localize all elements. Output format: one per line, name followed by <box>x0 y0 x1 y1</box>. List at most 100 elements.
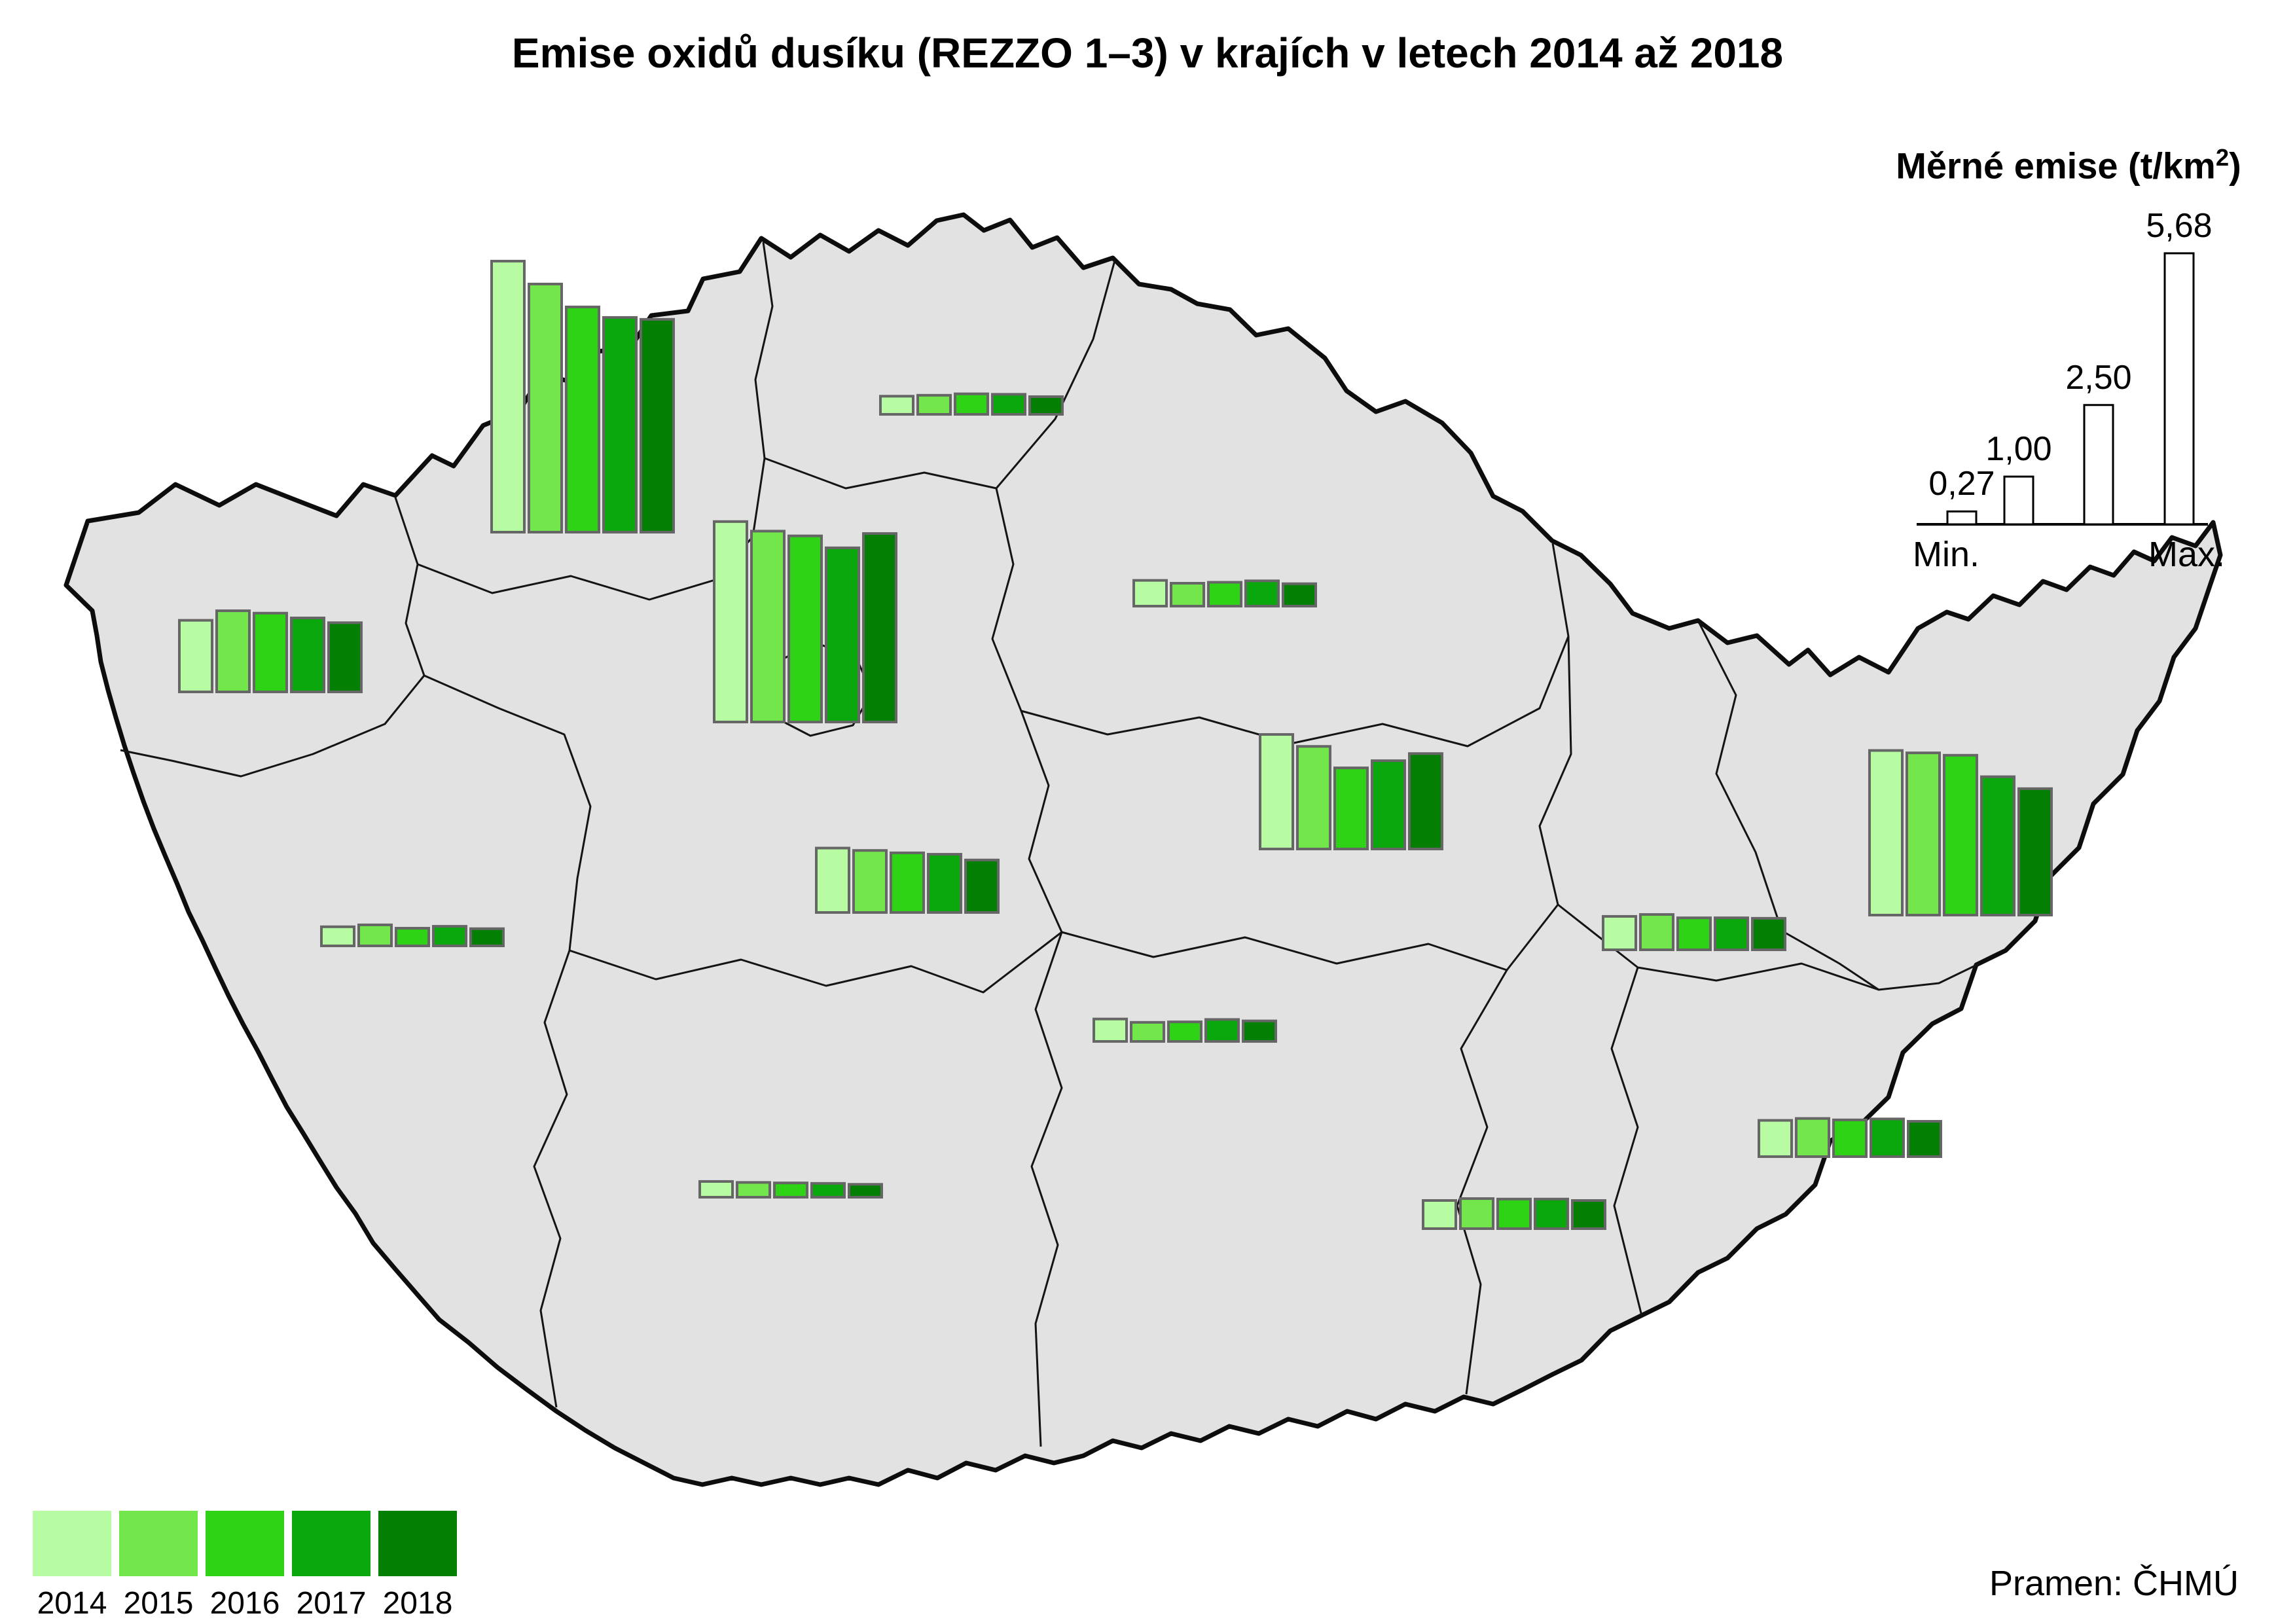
emission-bar-2017 <box>432 925 467 947</box>
emission-bar-2017 <box>825 546 860 723</box>
scale-legend-title: Měrné emise (t/km2) <box>1885 144 2252 187</box>
emission-bar-2014 <box>1259 733 1294 851</box>
year-label: 2017 <box>296 1586 367 1621</box>
emission-bar-2017 <box>1244 579 1280 607</box>
emission-bar-2017 <box>290 617 325 694</box>
region-border <box>120 497 425 778</box>
emission-bar-2017 <box>1870 1117 1905 1159</box>
region-border <box>1610 967 1643 1316</box>
emission-bar-2018 <box>1282 582 1317 607</box>
emission-bar-2017 <box>1371 759 1406 851</box>
emission-bar-2015 <box>1296 745 1331 851</box>
emission-bar-2015 <box>1459 1197 1494 1230</box>
emission-bar-2017 <box>991 393 1026 416</box>
scale-reference-bar <box>2163 252 2195 526</box>
source-credit: Pramen: ČHMÚ <box>1989 1564 2239 1603</box>
emission-bar-2015 <box>1639 913 1674 951</box>
emission-bar-2016 <box>1832 1118 1868 1158</box>
scale-reference-bar <box>2083 404 2114 526</box>
emission-bar-2018 <box>640 317 675 533</box>
region-border <box>991 488 1570 748</box>
emission-bar-2014 <box>178 619 213 694</box>
emission-bar-2015 <box>528 282 563 533</box>
scale-legend-title-prefix: Měrné emise (t/km <box>1896 145 2216 187</box>
year-color-legend: 2014 2015 2016 2017 2018 <box>33 1511 457 1621</box>
emission-bar-2014 <box>490 259 526 533</box>
year-color-swatch-2014 <box>33 1511 111 1576</box>
emission-bar-2018 <box>1907 1120 1942 1158</box>
scale-ref-label: 1,00 <box>1985 430 2052 468</box>
emission-bar-2015 <box>357 923 393 947</box>
emission-bar-2014 <box>879 395 914 416</box>
scale-ref-label: 0,27 <box>1928 465 1995 503</box>
emission-bar-2018 <box>1028 395 1064 416</box>
emission-bar-2014 <box>1422 1199 1457 1231</box>
year-color-swatch-2017 <box>292 1511 370 1576</box>
emission-bar-2018 <box>848 1183 883 1199</box>
year-label: 2016 <box>209 1586 280 1621</box>
figure-title: Emise oxidů dusíku (REZZO 1–3) v krajích… <box>511 29 1784 77</box>
emission-bar-2016 <box>565 305 600 533</box>
emission-bar-2016 <box>1676 916 1712 951</box>
emission-bar-2016 <box>773 1182 808 1199</box>
emission-bar-2017 <box>1714 916 1749 951</box>
emission-bar-2015 <box>1170 582 1205 607</box>
emission-bar-2017 <box>1534 1197 1569 1231</box>
emission-bar-2014 <box>1602 914 1637 951</box>
region-border <box>1020 636 1572 971</box>
emission-bar-2016 <box>395 927 430 947</box>
emission-bar-2014 <box>1093 1017 1128 1043</box>
emission-bar-2014 <box>698 1180 734 1199</box>
emission-bar-2015 <box>916 393 952 416</box>
scale-ref-label: 5,68 <box>2146 207 2213 245</box>
emission-bar-2014 <box>1758 1119 1793 1158</box>
emission-bar-2018 <box>1751 916 1786 951</box>
scale-legend-title-superscript: 2 <box>2215 144 2230 171</box>
emission-bar-2015 <box>215 609 251 694</box>
emission-bar-2018 <box>1408 752 1443 850</box>
year-color-swatch-2018 <box>378 1511 457 1576</box>
emission-bar-2014 <box>1868 749 1904 916</box>
region-border <box>1030 931 1063 1447</box>
scale-max-label: Max. <box>2148 535 2226 574</box>
emission-bar-2018 <box>1242 1019 1277 1043</box>
emission-bar-2015 <box>852 849 888 914</box>
emission-bar-2018 <box>1571 1199 1606 1231</box>
year-label: 2014 <box>37 1586 107 1621</box>
scale-ref-label: 2,50 <box>2065 359 2132 397</box>
emission-bar-2016 <box>1167 1020 1202 1043</box>
emission-bar-2014 <box>815 846 850 914</box>
year-color-swatch-2015 <box>119 1511 198 1576</box>
emission-bar-2015 <box>1795 1117 1830 1159</box>
scale-reference-bars <box>1946 252 2195 526</box>
emission-bar-2016 <box>890 851 925 914</box>
emission-bar-2017 <box>927 853 962 914</box>
emission-bar-2016 <box>1496 1197 1532 1231</box>
emission-bar-2014 <box>713 520 748 723</box>
year-label: 2018 <box>382 1586 453 1621</box>
emission-bar-2015 <box>736 1181 771 1199</box>
emission-bar-2015 <box>750 530 786 724</box>
emission-bar-2018 <box>469 927 505 947</box>
emission-bar-2014 <box>320 925 355 947</box>
region-border <box>569 931 1062 994</box>
emission-bar-2014 <box>1132 579 1168 607</box>
region-border <box>424 674 592 1408</box>
emission-bar-2015 <box>1906 751 1941 917</box>
region-border <box>1456 969 1508 1395</box>
year-legend-item: 2016 <box>206 1511 284 1621</box>
emission-bar-2018 <box>2017 787 2053 916</box>
year-legend-item: 2015 <box>119 1511 198 1621</box>
scale-min-label: Min. <box>1913 535 1980 574</box>
year-legend-item: 2018 <box>378 1511 457 1621</box>
year-legend-item: 2017 <box>292 1511 370 1621</box>
region-bar-charts <box>178 259 2053 1231</box>
scale-reference-bar <box>2003 475 2034 526</box>
emission-bar-2016 <box>1943 753 1978 917</box>
emission-bar-2017 <box>1204 1018 1240 1043</box>
emission-bar-2018 <box>862 532 897 723</box>
emission-bar-2017 <box>810 1182 846 1199</box>
emission-bar-2016 <box>954 392 989 416</box>
emission-bar-2016 <box>253 611 288 694</box>
